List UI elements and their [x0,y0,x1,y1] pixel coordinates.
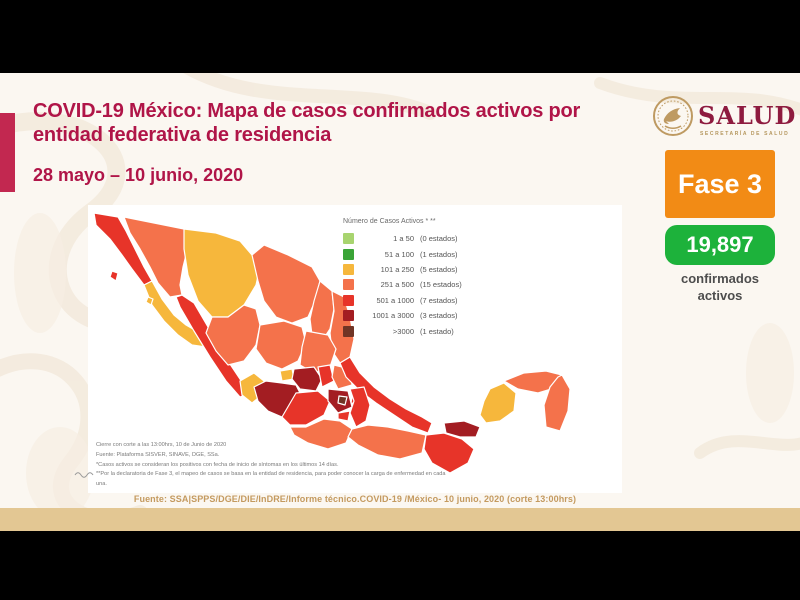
salud-logo: SALUD SECRETARÍA DE SALUD [652,95,795,141]
legend-row: 251 a 500 (15 estados) [343,277,462,292]
legend-row: 101 a 250 (5 estados) [343,262,462,277]
state-chiapas [423,432,475,474]
phase-badge: Fase 3 [665,150,775,218]
map-note-cutoff: Cierre con corte a las 13:00hrs, 10 de J… [96,442,227,448]
state-michoacan [281,390,331,426]
legend-range: 1001 a 3000 [372,311,414,321]
legend-swatch-red [343,294,354,306]
state-zacatecas [255,320,307,370]
date-range: 28 mayo – 10 junio, 2020 [33,165,244,185]
legend-swatch-dark-red [343,310,354,322]
legend-swatch-amber [343,263,354,275]
legend-title: Número de Casos Activos * ** [343,218,436,225]
legend-count: (5 estados) [420,264,458,274]
legend-row: 1 a 50 (0 estados) [343,231,462,246]
bottom-tan-band [0,508,800,531]
active-cases-value: 19,897 [686,232,754,257]
state-chihuahua [183,228,261,318]
caption-line1: confirmados [680,271,759,286]
island-gulf [145,296,154,306]
active-cases-caption: confirmados activos [650,271,790,305]
caption-line2: activos [697,287,743,303]
legend-row: 51 a 100 (1 estados) [343,246,462,261]
state-oaxaca [347,424,427,460]
map-notes: Cierre con corte a las 13:00hrs, 10 de J… [96,441,456,490]
phase-badge-label: Fase 3 [677,168,763,199]
active-cases-badge: 19,897 [665,225,775,265]
state-cdmx [337,395,348,406]
legend-range: 101 a 250 [380,264,414,274]
island-cedros [109,270,119,282]
slide-card: COVID-19 México: Mapa de casos confirmad… [0,73,800,531]
legend-swatch-maroon [343,325,354,337]
legend-range: 1 a 50 [393,234,414,244]
legend-row: 1001 a 3000 (3 estados) [343,308,462,323]
map-note-asterisk: *Casos activos se consideran los positiv… [96,461,339,468]
state-puebla [349,386,371,428]
legend-swatch-green-light [343,233,354,245]
state-tabasco [443,420,481,438]
state-morelos [337,410,351,422]
legend-range: 251 a 500 [380,280,414,290]
page-title: COVID-19 México: Mapa de casos confirmad… [33,99,633,148]
map-note-source: Fuente: Plataforma SISVER, SINAVE, DGE, … [96,451,220,458]
legend-swatch-orange [343,279,354,291]
state-quintana-roo [543,374,571,432]
title-accent-bar [0,113,15,192]
map-note-double-asterisk: **Por la declaratoria de Fase 3, el mape… [96,471,446,488]
state-coahuila [251,244,321,324]
legend-count: (0 estados) [420,234,458,244]
salud-subtitle: SECRETARÍA DE SALUD [700,131,790,137]
legend-row: 501 a 1000 (7 estados) [343,293,462,308]
state-durango [205,304,261,366]
page-title-line1: COVID-19 México: Mapa de casos confirmad… [33,100,581,122]
salud-seal-icon [653,96,693,136]
legend-count: (15 estados) [420,280,462,290]
legend-count: (3 estados) [420,311,458,321]
map-legend: Número de Casos Activos * ** 1 a 50 (0 e… [343,218,462,339]
legend-count: (7 estados) [420,295,458,305]
legend-row: >3000 (1 estado) [343,323,462,338]
legend-count: (1 estados) [420,249,458,259]
legend-count: (1 estado) [420,326,454,336]
page-title-line2: entidad federativa de residencia [33,124,332,147]
legend-range: 51 a 100 [384,249,414,259]
legend-swatch-green [343,248,354,260]
legend-range: 501 a 1000 [376,295,414,305]
wave-icon [74,472,94,478]
legend-range: >3000 [392,326,414,336]
mexico-map [93,212,571,474]
salud-wordmark: SALUD [698,101,797,130]
state-campeche [479,382,517,424]
footer-source: Fuente: SSA|SPPS/DGE/DIE/InDRE/Informe t… [133,494,577,504]
choropleth-map-panel: Número de Casos Activos * ** 1 a 50 (0 e… [88,205,622,493]
